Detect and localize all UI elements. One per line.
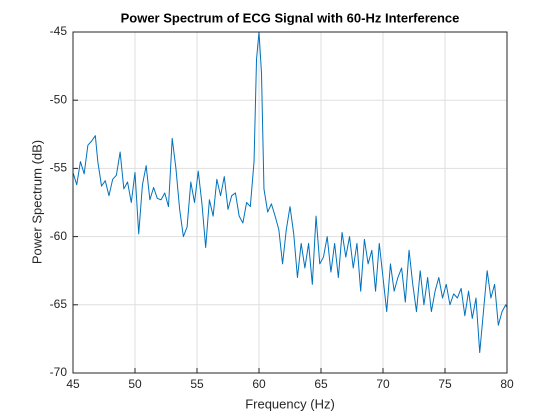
- x-tick-label: 50: [128, 377, 142, 391]
- x-tick-label: 60: [252, 377, 266, 391]
- y-tick-label: -60: [50, 229, 68, 243]
- y-tick-label: -50: [50, 92, 68, 106]
- x-tick-label: 45: [66, 377, 80, 391]
- y-axis-label: Power Spectrum (dB): [29, 140, 44, 264]
- data-line: [72, 31, 508, 354]
- y-tick-label: -70: [50, 365, 68, 379]
- x-tick-label: 65: [314, 377, 328, 391]
- y-tick-label: -65: [50, 297, 68, 311]
- x-tick-label: 80: [500, 377, 514, 391]
- axes-box: [72, 31, 508, 374]
- x-axis-label: Frequency (Hz): [245, 396, 335, 411]
- chart-title: Power Spectrum of ECG Signal with 60-Hz …: [121, 10, 460, 25]
- x-tick-label: 75: [438, 377, 452, 391]
- y-tick-label: -55: [50, 161, 68, 175]
- y-tick-label: -45: [50, 24, 68, 38]
- x-tick-label: 70: [376, 377, 390, 391]
- x-tick-label: 55: [190, 377, 204, 391]
